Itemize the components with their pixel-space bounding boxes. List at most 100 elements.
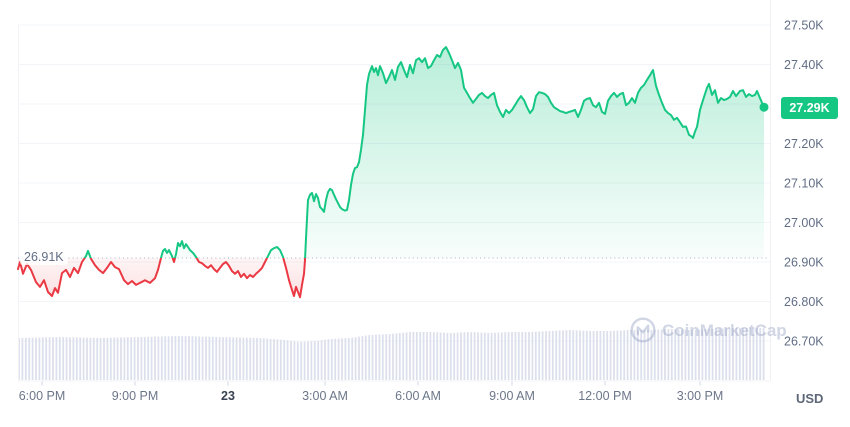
volume-bar bbox=[256, 337, 258, 380]
volume-bar bbox=[589, 331, 592, 380]
volume-bar bbox=[681, 329, 683, 380]
volume-bar bbox=[602, 331, 605, 380]
volume-bar bbox=[446, 332, 449, 380]
volume-bar bbox=[711, 328, 714, 380]
volume-bar bbox=[419, 332, 422, 380]
volume-bar bbox=[286, 340, 289, 380]
volume-bar bbox=[572, 330, 575, 380]
price-line-up bbox=[83, 46, 765, 259]
volume-bar bbox=[429, 332, 432, 380]
volume-bar bbox=[749, 328, 751, 380]
volume-bar bbox=[728, 328, 731, 380]
price-line-layer bbox=[17, 46, 765, 299]
coinmarketcap-logo-icon bbox=[630, 317, 656, 343]
volume-bar bbox=[307, 341, 309, 380]
volume-bar bbox=[123, 337, 126, 380]
volume-bar bbox=[395, 333, 398, 380]
volume-bar bbox=[585, 330, 588, 380]
currency-unit-label: USD bbox=[796, 391, 823, 406]
volume-bar bbox=[109, 337, 112, 380]
volume-bar bbox=[541, 331, 544, 380]
axes-labels-layer: 27.50K 27.40K 27.20K 27.10K 27.00K 26.90K 26.8… bbox=[19, 19, 825, 404]
volume-bar bbox=[69, 337, 71, 381]
volume-bar bbox=[320, 340, 323, 380]
volume-bar bbox=[334, 338, 337, 380]
volume-bar bbox=[116, 337, 119, 380]
volume-bar bbox=[534, 331, 537, 380]
volume-bar bbox=[613, 330, 615, 380]
watermark: CoinMarketCap bbox=[630, 317, 787, 343]
open-price-label: 26.91K bbox=[20, 248, 68, 265]
volume-bar bbox=[392, 333, 394, 380]
volume-bar bbox=[181, 336, 184, 380]
volume-bar bbox=[398, 333, 401, 380]
volume-bar bbox=[667, 329, 670, 380]
volume-bar bbox=[708, 329, 711, 380]
open-price-label-bg bbox=[20, 248, 68, 265]
volume-bar bbox=[313, 341, 316, 380]
volume-bar bbox=[521, 332, 524, 380]
y-axis-tick-label: 27.40K bbox=[784, 58, 824, 72]
volume-bar bbox=[480, 332, 483, 380]
latest-price-dot bbox=[759, 102, 769, 112]
volume-bar bbox=[225, 337, 228, 380]
volume-bar bbox=[164, 336, 167, 380]
volume-bar bbox=[276, 339, 279, 380]
volume-bar bbox=[473, 332, 476, 380]
volume-bar bbox=[283, 339, 286, 380]
coinmarketcap-logo-m bbox=[636, 324, 650, 336]
volume-bar bbox=[75, 337, 78, 380]
volume-bar bbox=[415, 332, 418, 380]
volume-bar bbox=[245, 337, 248, 380]
volume-bar bbox=[31, 337, 34, 380]
volume-bar bbox=[609, 331, 612, 380]
volume-bar bbox=[538, 331, 541, 380]
volume-bar bbox=[167, 336, 170, 380]
volume-bar bbox=[99, 338, 102, 380]
volume-bar bbox=[426, 332, 428, 380]
volume-bar bbox=[562, 330, 564, 380]
y-axis-tick-label: 27.10K bbox=[784, 177, 824, 191]
volume-bar bbox=[198, 336, 201, 380]
volume-bar bbox=[626, 330, 629, 380]
y-axis-tick-label: 26.80K bbox=[784, 295, 824, 309]
volume-bar bbox=[388, 334, 391, 380]
volume-bar bbox=[375, 334, 377, 380]
volume-bar bbox=[483, 332, 486, 380]
volume-bar bbox=[698, 329, 700, 380]
volume-bar bbox=[235, 337, 238, 380]
volume-bar bbox=[92, 337, 95, 380]
volume-bar bbox=[358, 336, 360, 380]
volume-bar bbox=[106, 337, 109, 380]
volume-bar bbox=[184, 336, 187, 380]
volume-bar bbox=[330, 338, 333, 380]
volume-bar bbox=[453, 332, 456, 380]
volume-bar bbox=[133, 337, 136, 380]
volume-bar bbox=[759, 328, 762, 380]
volume-bar bbox=[477, 332, 479, 380]
volume-bar bbox=[194, 336, 197, 380]
volume-bar bbox=[317, 340, 320, 380]
volume-bar bbox=[344, 338, 347, 380]
marker-layer bbox=[759, 102, 769, 112]
volume-bar bbox=[412, 332, 415, 380]
current-price-badge-bg bbox=[781, 97, 838, 119]
volume-bar bbox=[242, 337, 245, 380]
volume-bar bbox=[215, 336, 218, 380]
volume-bar bbox=[715, 328, 717, 380]
volume-bar bbox=[249, 337, 252, 380]
volume-bar bbox=[160, 336, 163, 380]
volume-bar bbox=[337, 338, 340, 380]
volume-bar bbox=[327, 339, 330, 380]
volume-bar bbox=[65, 337, 68, 380]
volume-bar bbox=[752, 328, 755, 380]
volume-bar bbox=[514, 332, 517, 380]
x-axis-tick-label: 3:00 AM bbox=[302, 389, 348, 403]
price-line-down bbox=[17, 258, 307, 299]
volume-bar bbox=[79, 337, 82, 380]
volume-bar bbox=[565, 330, 568, 380]
volume-bar bbox=[422, 332, 425, 380]
volume-bar bbox=[439, 332, 442, 380]
